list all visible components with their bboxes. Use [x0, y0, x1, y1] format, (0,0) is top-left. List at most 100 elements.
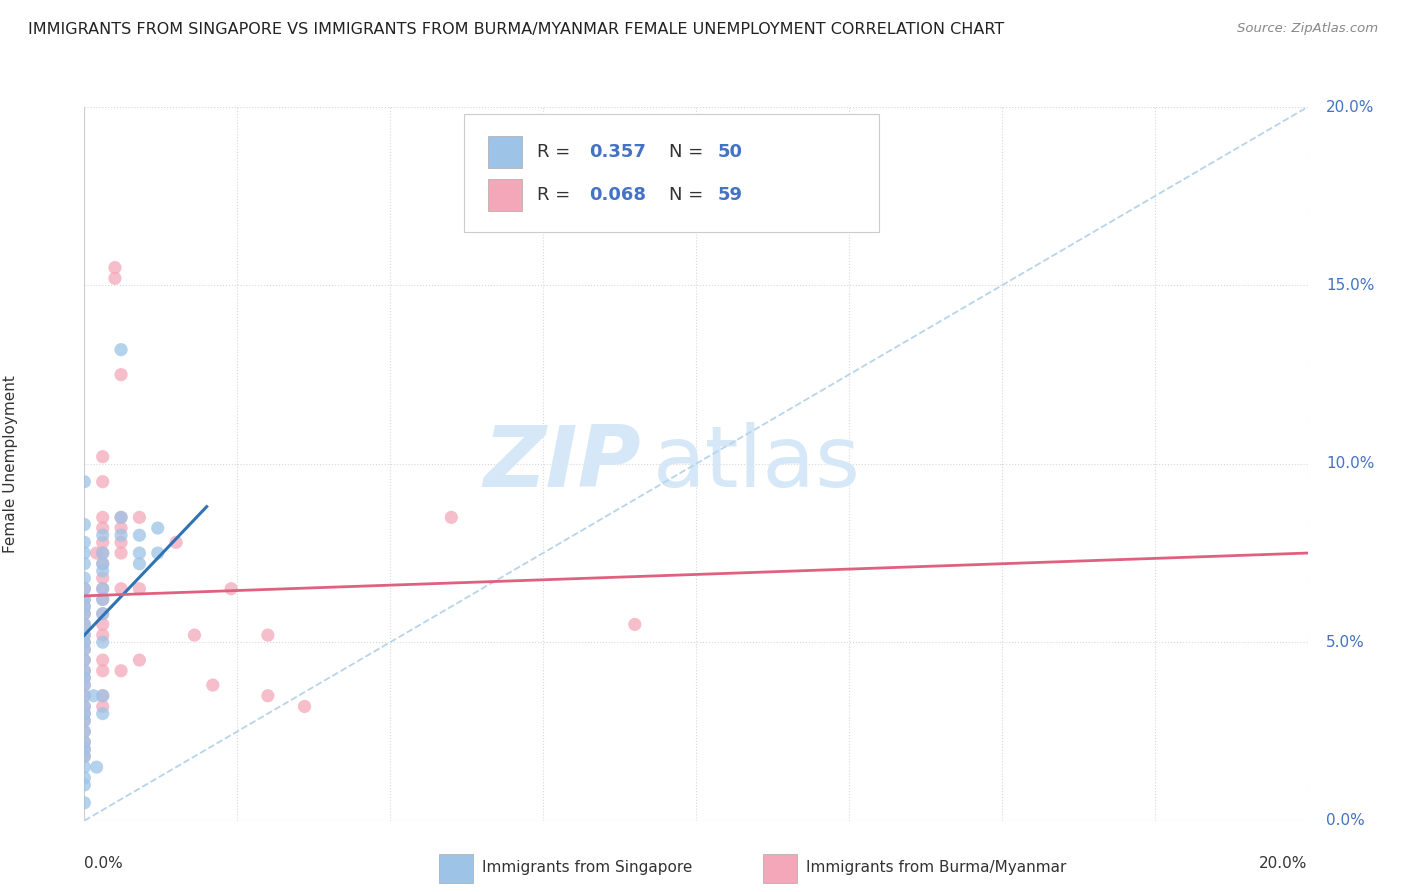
FancyBboxPatch shape — [488, 179, 522, 211]
Point — [73, 778, 96, 792]
Point — [91, 689, 114, 703]
Point — [73, 714, 96, 728]
Point — [73, 617, 96, 632]
Point — [73, 517, 96, 532]
Point — [91, 582, 114, 596]
Point — [73, 664, 96, 678]
Point — [73, 724, 96, 739]
FancyBboxPatch shape — [763, 855, 797, 883]
Point — [91, 617, 114, 632]
Point — [128, 510, 150, 524]
Point — [165, 535, 187, 549]
Point — [91, 607, 114, 621]
Point — [73, 599, 96, 614]
Point — [73, 571, 96, 585]
Point — [91, 582, 114, 596]
Text: R =: R = — [537, 186, 576, 203]
Point — [73, 642, 96, 657]
Point — [91, 607, 114, 621]
Point — [91, 664, 114, 678]
Text: 0.0%: 0.0% — [1326, 814, 1365, 828]
Point — [110, 546, 132, 560]
Point — [128, 653, 150, 667]
Point — [91, 706, 114, 721]
Point — [219, 582, 242, 596]
Point — [73, 557, 96, 571]
Point — [73, 642, 96, 657]
Point — [146, 546, 169, 560]
Point — [73, 699, 96, 714]
Text: 5.0%: 5.0% — [1326, 635, 1365, 649]
Point — [73, 678, 96, 692]
Point — [110, 528, 132, 542]
Text: N =: N = — [669, 143, 709, 161]
Point — [294, 699, 316, 714]
Point — [91, 564, 114, 578]
Point — [257, 689, 280, 703]
Point — [73, 735, 96, 749]
Text: 0.0%: 0.0% — [84, 856, 124, 871]
Point — [73, 653, 96, 667]
Point — [91, 521, 114, 535]
Text: Source: ZipAtlas.com: Source: ZipAtlas.com — [1237, 22, 1378, 36]
Text: 15.0%: 15.0% — [1326, 278, 1374, 293]
Point — [91, 475, 114, 489]
Point — [104, 271, 127, 285]
Point — [73, 678, 96, 692]
Text: Immigrants from Burma/Myanmar: Immigrants from Burma/Myanmar — [806, 860, 1066, 874]
Point — [110, 521, 132, 535]
Text: IMMIGRANTS FROM SINGAPORE VS IMMIGRANTS FROM BURMA/MYANMAR FEMALE UNEMPLOYMENT C: IMMIGRANTS FROM SINGAPORE VS IMMIGRANTS … — [28, 22, 1004, 37]
Text: ZIP: ZIP — [484, 422, 641, 506]
Point — [128, 546, 150, 560]
Point — [86, 760, 108, 774]
Text: Female Unemployment: Female Unemployment — [3, 375, 18, 553]
Point — [73, 607, 96, 621]
Point — [73, 771, 96, 785]
Point — [624, 617, 647, 632]
Point — [86, 546, 108, 560]
Text: 59: 59 — [718, 186, 742, 203]
Point — [91, 592, 114, 607]
Point — [73, 699, 96, 714]
Point — [73, 628, 96, 642]
Point — [91, 653, 114, 667]
Point — [440, 510, 463, 524]
Point — [91, 635, 114, 649]
Point — [73, 749, 96, 764]
Point — [73, 706, 96, 721]
Point — [83, 689, 105, 703]
Point — [73, 664, 96, 678]
Point — [73, 592, 96, 607]
Point — [128, 528, 150, 542]
Point — [73, 535, 96, 549]
Point — [91, 628, 114, 642]
Point — [73, 617, 96, 632]
Point — [91, 450, 114, 464]
Text: R =: R = — [537, 143, 576, 161]
Text: 20.0%: 20.0% — [1326, 100, 1374, 114]
Text: 10.0%: 10.0% — [1326, 457, 1374, 471]
Point — [91, 546, 114, 560]
Point — [73, 671, 96, 685]
Text: atlas: atlas — [654, 422, 860, 506]
Point — [73, 592, 96, 607]
Text: Immigrants from Singapore: Immigrants from Singapore — [482, 860, 692, 874]
Point — [73, 724, 96, 739]
Point — [73, 582, 96, 596]
Point — [73, 671, 96, 685]
Text: N =: N = — [669, 186, 709, 203]
Point — [73, 475, 96, 489]
Text: 50: 50 — [718, 143, 742, 161]
FancyBboxPatch shape — [464, 114, 880, 232]
Point — [91, 689, 114, 703]
Point — [73, 796, 96, 810]
Point — [91, 699, 114, 714]
Point — [73, 582, 96, 596]
Point — [73, 599, 96, 614]
Point — [73, 749, 96, 764]
Point — [183, 628, 205, 642]
Point — [110, 664, 132, 678]
Point — [91, 528, 114, 542]
Point — [73, 714, 96, 728]
Point — [110, 368, 132, 382]
